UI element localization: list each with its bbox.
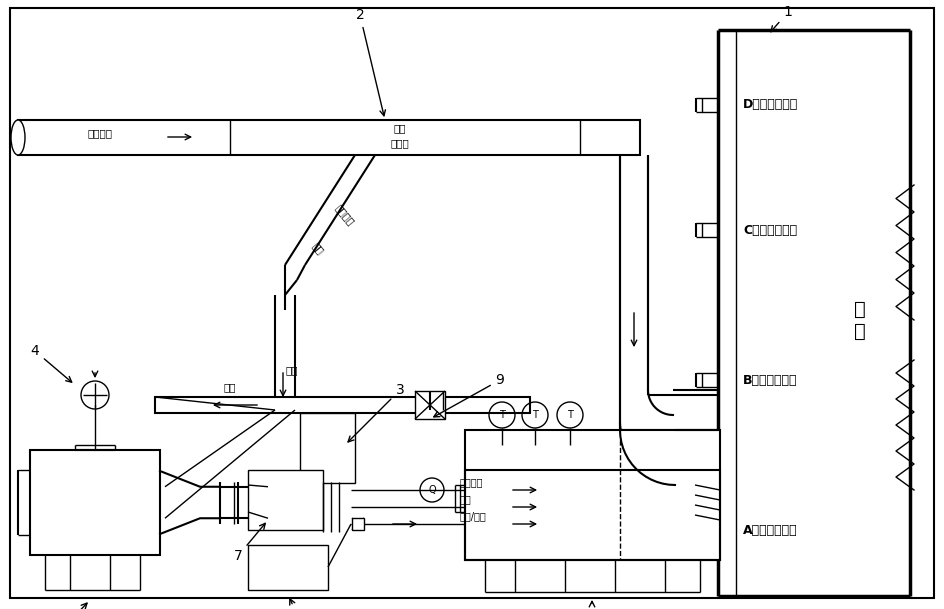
Bar	[155, 397, 530, 413]
Text: 蒸汽/空气: 蒸汽/空气	[460, 511, 487, 521]
Bar	[465, 430, 720, 560]
Text: 5: 5	[66, 603, 87, 609]
Text: Q: Q	[429, 485, 436, 495]
Bar	[300, 413, 355, 483]
Text: 煤粉管: 煤粉管	[391, 138, 410, 148]
Bar	[465, 470, 720, 560]
Bar	[248, 545, 328, 590]
Text: A层燃烧器中心: A层燃烧器中心	[743, 524, 798, 537]
Text: 炉
膛: 炉 膛	[854, 300, 866, 340]
Text: C层燃烧器中心: C层燃烧器中心	[743, 224, 797, 236]
Text: 6: 6	[587, 601, 597, 609]
Text: 截断: 截断	[224, 382, 236, 392]
Text: 煤粉进口: 煤粉进口	[88, 128, 112, 138]
Bar	[465, 470, 720, 560]
Text: 4: 4	[30, 344, 72, 382]
Text: 截断: 截断	[311, 241, 326, 256]
Text: 燃粉: 燃粉	[460, 494, 472, 504]
Text: 3: 3	[348, 383, 404, 442]
Text: 晶二次风: 晶二次风	[460, 477, 483, 487]
Text: 7: 7	[233, 523, 265, 563]
Text: 粉口: 粉口	[394, 123, 406, 133]
Text: 2: 2	[356, 8, 385, 116]
Text: 8: 8	[290, 599, 302, 609]
Text: 9: 9	[434, 373, 504, 417]
Text: T: T	[567, 410, 573, 420]
Bar	[30, 450, 160, 555]
Text: 分离装置: 分离装置	[333, 203, 357, 227]
Bar	[18, 120, 640, 155]
Text: 截断: 截断	[285, 365, 297, 375]
Text: 1: 1	[771, 5, 792, 32]
Text: T: T	[532, 410, 538, 420]
Text: D层燃烧器中心: D层燃烧器中心	[743, 99, 799, 111]
Bar	[352, 518, 364, 530]
Ellipse shape	[11, 120, 25, 155]
Text: T: T	[499, 410, 505, 420]
Text: B层燃烧器中心: B层燃烧器中心	[743, 373, 798, 387]
Bar	[415, 391, 445, 419]
Bar	[248, 470, 323, 530]
